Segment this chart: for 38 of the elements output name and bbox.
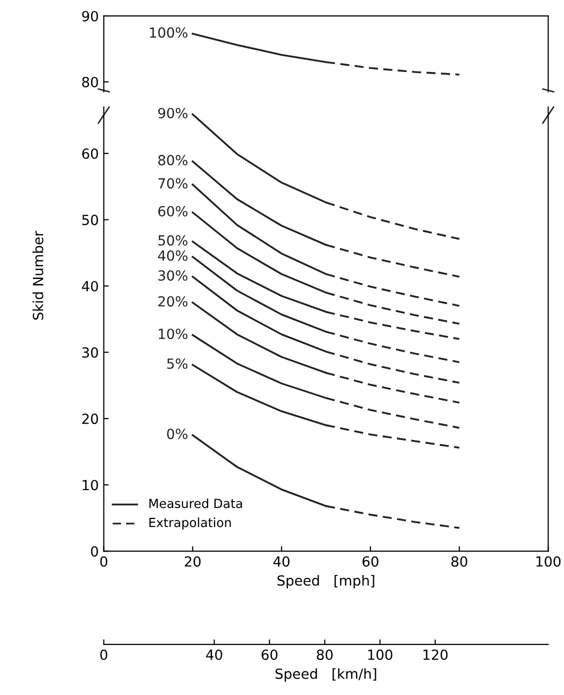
x2-tick-label: 80: [316, 650, 333, 660]
x2-tick-label: 0: [100, 650, 108, 660]
x-tick-label: 40: [273, 556, 290, 567]
y-tick-label: 0: [90, 546, 98, 557]
x2-tick-label: 120: [424, 650, 448, 660]
y-tick-label: 50: [82, 214, 98, 226]
annotation: Measured Data: [149, 498, 242, 508]
series-label: 5%: [167, 358, 188, 369]
series-label: 30%: [158, 270, 188, 281]
series-label: 0%: [167, 428, 188, 440]
x-tick-label: 60: [362, 556, 378, 567]
x-tick-label: 0: [100, 556, 108, 567]
y-tick-label: 40: [82, 280, 98, 292]
x-tick-label: 100: [536, 556, 561, 567]
y-tick-label: 80: [82, 76, 98, 88]
y-tick-label: 60: [82, 148, 98, 159]
y-tick-label: 30: [82, 347, 98, 358]
x2-axis-title: Speed [km/h]: [276, 668, 376, 682]
series-label: 60%: [158, 206, 188, 216]
series-label: 10%: [158, 328, 188, 340]
x2-tick-label: 40: [206, 650, 222, 660]
series-label: 100%: [150, 27, 188, 38]
x-tick-label: 80: [451, 556, 468, 567]
x-tick-label: 20: [184, 556, 201, 567]
series-label: 80%: [158, 154, 188, 166]
y-tick-label: 20: [82, 414, 98, 424]
y-axis-title: Skid Number: [32, 230, 44, 320]
series-label: 40%: [158, 250, 188, 261]
annotation: Extrapolation: [149, 518, 231, 530]
y-tick-label: 10: [82, 480, 98, 490]
series-label: 70%: [158, 178, 188, 189]
series-label: 90%: [158, 108, 188, 118]
x2-tick-label: 60: [262, 650, 278, 660]
x2-tick-label: 100: [368, 650, 392, 660]
series-label: 50%: [158, 235, 188, 246]
x-axis-title: Speed [mph]: [278, 574, 374, 588]
y-tick-label: 90: [82, 10, 98, 22]
series-label: 20%: [158, 296, 188, 307]
